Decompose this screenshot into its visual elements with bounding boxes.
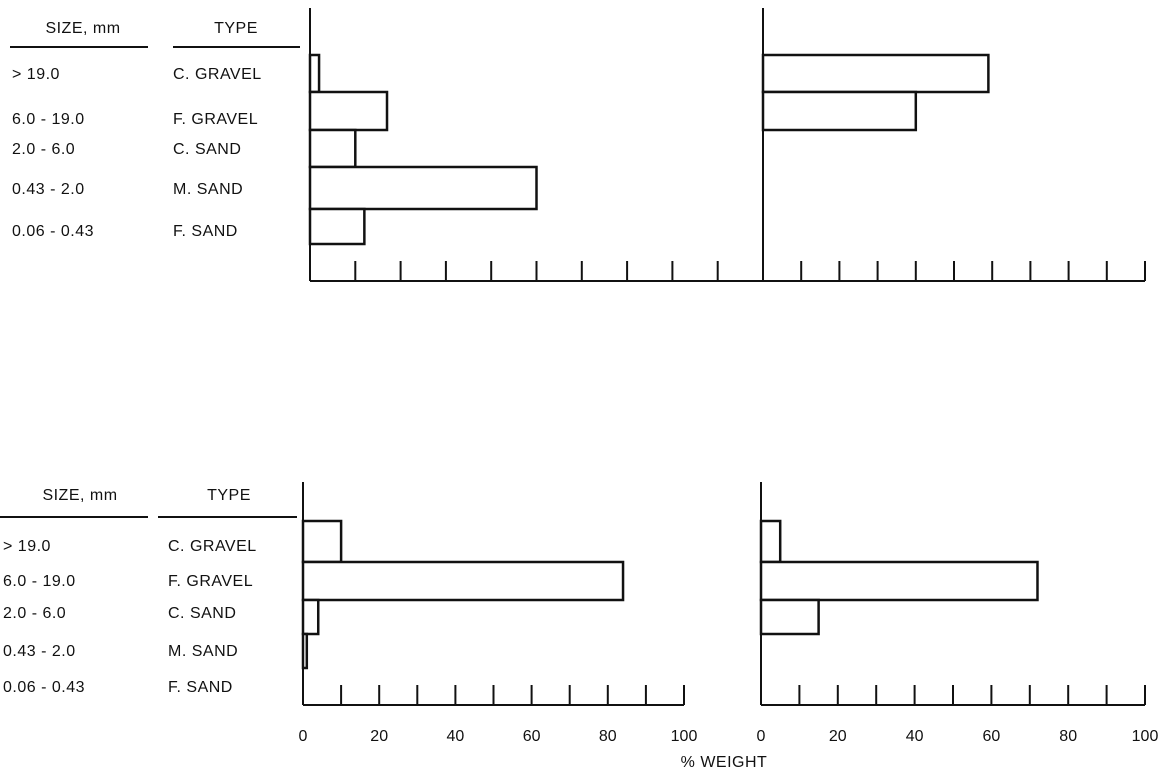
bar-c-sand <box>759 598 820 636</box>
size-label: 0.43 - 2.0 <box>12 181 85 198</box>
x-tick-label: 20 <box>829 728 847 745</box>
bottom-row: SIZE, mm TYPE > 19.0 C. GRAVEL 6.0 - 19.0 F. … <box>0 482 1158 745</box>
chart-panel-bottom-right: 0 20 40 60 80 100 <box>757 482 1159 745</box>
type-label: C. SAND <box>173 141 241 158</box>
x-tick-label: 20 <box>370 728 388 745</box>
x-tick-label: 80 <box>599 728 617 745</box>
size-label: 6.0 - 19.0 <box>12 111 85 128</box>
size-label: 0.06 - 0.43 <box>3 679 85 696</box>
bar-f-gravel <box>761 90 918 132</box>
bar-m-sand <box>308 165 538 211</box>
x-tick-label: 60 <box>523 728 541 745</box>
type-label: M. SAND <box>168 643 238 660</box>
chart-panel-top-left <box>308 8 764 282</box>
size-label: 6.0 - 19.0 <box>3 573 76 590</box>
bar-c-gravel <box>308 53 321 94</box>
top-row: SIZE, mm TYPE > 19.0 C. GRAVEL 6.0 - 19.0 F. … <box>10 8 1146 282</box>
bar-f-sand <box>308 207 366 246</box>
size-label: > 19.0 <box>3 538 51 555</box>
type-label: F. GRAVEL <box>168 573 253 590</box>
x-tick-label: 40 <box>906 728 924 745</box>
bar-c-sand <box>308 128 357 169</box>
size-label: 0.43 - 2.0 <box>3 643 76 660</box>
type-column-header: TYPE <box>214 20 258 37</box>
bar-f-gravel <box>759 560 1039 602</box>
bar-c-gravel <box>301 519 343 564</box>
size-label: 2.0 - 6.0 <box>12 141 75 158</box>
size-label: > 19.0 <box>12 66 60 83</box>
bar-c-gravel <box>761 53 990 94</box>
type-label: M. SAND <box>173 181 243 198</box>
bar-m-sand <box>301 632 309 670</box>
size-column-header: SIZE, mm <box>45 20 120 37</box>
x-tick-label: 100 <box>671 728 698 745</box>
type-label: C. GRAVEL <box>173 66 262 83</box>
chart-panel-bottom-left: 0 20 40 60 80 100 <box>299 482 698 745</box>
x-axis-title: % WEIGHT <box>681 754 768 771</box>
x-tick-label: 80 <box>1059 728 1077 745</box>
type-column-header: TYPE <box>207 487 251 504</box>
size-column-header: SIZE, mm <box>42 487 117 504</box>
type-label: F. SAND <box>173 223 238 240</box>
x-tick-label: 40 <box>447 728 465 745</box>
type-label: F. SAND <box>168 679 233 696</box>
x-tick-label: 0 <box>757 728 766 745</box>
size-label: 0.06 - 0.43 <box>12 223 94 240</box>
bar-c-gravel <box>759 519 782 564</box>
chart-panel-top-right <box>761 8 1146 282</box>
x-tick-label: 100 <box>1132 728 1159 745</box>
bar-c-sand <box>301 598 320 636</box>
size-label: 2.0 - 6.0 <box>3 605 66 622</box>
type-label: F. GRAVEL <box>173 111 258 128</box>
bar-f-gravel <box>301 560 625 602</box>
type-label: C. GRAVEL <box>168 538 257 555</box>
x-tick-label: 60 <box>983 728 1001 745</box>
type-label: C. SAND <box>168 605 236 622</box>
bar-f-gravel <box>308 90 389 132</box>
x-tick-label: 0 <box>299 728 308 745</box>
